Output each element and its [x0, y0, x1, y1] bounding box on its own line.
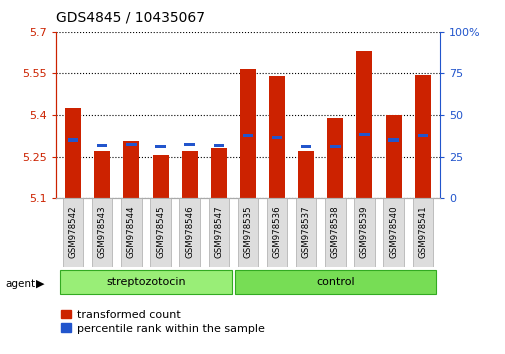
Bar: [213, 144, 224, 147]
Bar: [97, 144, 107, 147]
Text: GSM978537: GSM978537: [301, 205, 310, 258]
Text: GSM978544: GSM978544: [127, 205, 136, 258]
Text: agent: agent: [5, 279, 35, 289]
Bar: [271, 136, 282, 139]
Legend: transformed count, percentile rank within the sample: transformed count, percentile rank withi…: [61, 310, 264, 333]
Bar: [239, 69, 256, 198]
FancyBboxPatch shape: [412, 198, 432, 267]
Text: GSM978535: GSM978535: [243, 205, 252, 258]
Bar: [417, 134, 427, 137]
Bar: [327, 118, 343, 198]
FancyBboxPatch shape: [92, 198, 112, 267]
Bar: [359, 133, 369, 136]
FancyBboxPatch shape: [295, 198, 316, 267]
Text: GSM978545: GSM978545: [156, 205, 165, 258]
Text: GDS4845 / 10435067: GDS4845 / 10435067: [56, 11, 204, 25]
FancyBboxPatch shape: [63, 198, 83, 267]
Bar: [388, 138, 398, 142]
Text: streptozotocin: streptozotocin: [106, 277, 185, 287]
FancyBboxPatch shape: [179, 198, 199, 267]
Text: GSM978539: GSM978539: [359, 205, 368, 258]
Bar: [385, 115, 401, 198]
Text: control: control: [316, 277, 354, 287]
Bar: [94, 151, 110, 198]
Bar: [65, 108, 81, 198]
Bar: [184, 143, 194, 146]
FancyBboxPatch shape: [325, 198, 345, 267]
Bar: [269, 76, 284, 198]
FancyBboxPatch shape: [121, 198, 141, 267]
FancyBboxPatch shape: [234, 270, 435, 294]
Text: GSM978542: GSM978542: [69, 205, 77, 258]
Bar: [297, 151, 314, 198]
Text: GSM978538: GSM978538: [330, 205, 339, 258]
Text: GSM978547: GSM978547: [214, 205, 223, 258]
Bar: [68, 138, 78, 142]
FancyBboxPatch shape: [266, 198, 287, 267]
Text: GSM978541: GSM978541: [418, 205, 426, 258]
Bar: [123, 141, 139, 198]
Bar: [155, 145, 166, 148]
FancyBboxPatch shape: [237, 198, 258, 267]
Text: GSM978540: GSM978540: [388, 205, 397, 258]
Text: ▶: ▶: [36, 279, 45, 289]
FancyBboxPatch shape: [354, 198, 374, 267]
Text: GSM978543: GSM978543: [97, 205, 107, 258]
Bar: [300, 145, 311, 148]
Bar: [242, 134, 252, 137]
Bar: [414, 75, 430, 198]
FancyBboxPatch shape: [208, 198, 229, 267]
Text: GSM978546: GSM978546: [185, 205, 194, 258]
Bar: [126, 143, 136, 146]
Bar: [329, 145, 340, 148]
FancyBboxPatch shape: [60, 270, 231, 294]
FancyBboxPatch shape: [383, 198, 403, 267]
Bar: [356, 51, 372, 198]
Bar: [181, 151, 197, 198]
Text: GSM978536: GSM978536: [272, 205, 281, 258]
FancyBboxPatch shape: [150, 198, 170, 267]
Bar: [211, 148, 226, 198]
Bar: [152, 155, 168, 198]
